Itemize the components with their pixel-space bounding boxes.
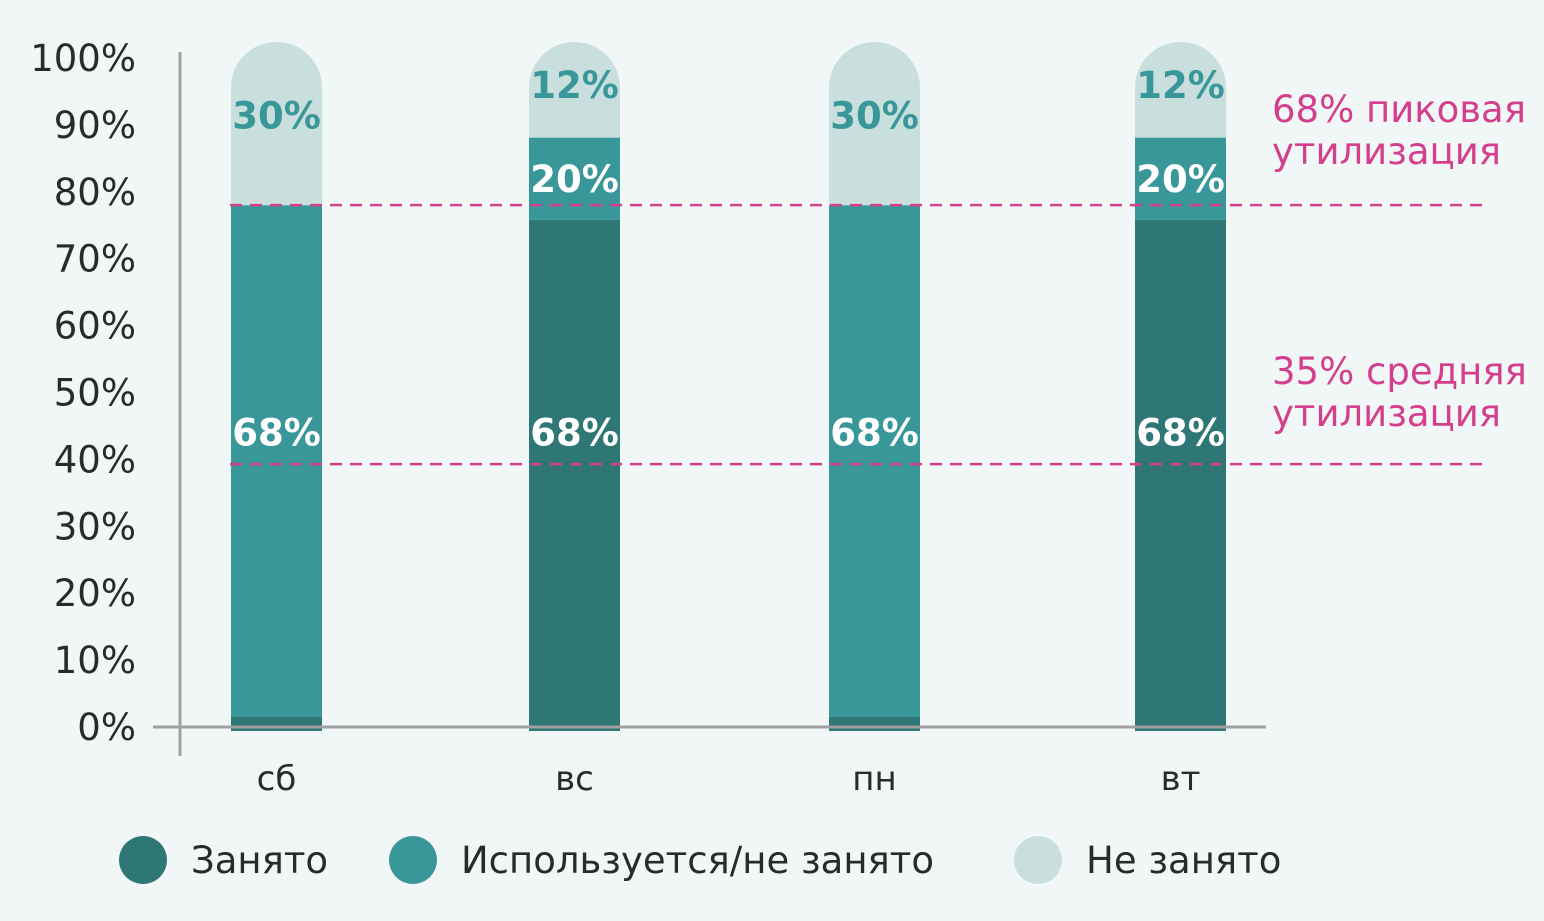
- bar-data-label: 12%: [530, 64, 619, 107]
- bar-segment: [829, 716, 920, 731]
- legend-label: Занято: [191, 839, 328, 882]
- y-tick-label: 0%: [77, 706, 136, 749]
- y-tick-label: 80%: [54, 171, 136, 214]
- x-tick-label: вс: [555, 759, 594, 799]
- bar-data-label: 20%: [1136, 158, 1225, 201]
- legend-label: Используется/не занято: [461, 839, 934, 882]
- bar-segment: [529, 219, 620, 731]
- bar-data-label: 12%: [1136, 64, 1225, 107]
- bar-segment: [1135, 219, 1226, 731]
- reference-label: 35% средняя: [1272, 350, 1527, 393]
- bar-data-label: 68%: [232, 412, 321, 455]
- legend-item: Занято: [119, 836, 328, 884]
- y-tick-label: 50%: [54, 372, 136, 415]
- legend-item: Используется/не занято: [389, 836, 934, 884]
- legend-swatch: [389, 836, 437, 884]
- y-tick-label: 20%: [54, 572, 136, 615]
- bar-segment: [231, 41, 322, 206]
- y-tick-label: 70%: [54, 238, 136, 281]
- bar-вс: 68% 20% 12%: [529, 41, 620, 731]
- y-tick-label: 60%: [54, 305, 136, 348]
- x-tick-label: вт: [1161, 759, 1201, 799]
- y-tick-label: 40%: [54, 438, 136, 481]
- bar-data-label: 30%: [232, 94, 321, 137]
- bar-data-label: 68%: [830, 412, 919, 455]
- bar-вт: 68% 20% 12%: [1135, 41, 1226, 731]
- legend-item: Не занято: [1014, 836, 1281, 884]
- bar-segment: [829, 205, 920, 717]
- legend-label: Не занято: [1086, 839, 1281, 882]
- reference-label: утилизация: [1272, 130, 1501, 173]
- bar-data-label: 68%: [530, 412, 619, 455]
- bar-segment: [829, 41, 920, 206]
- reference-label: утилизация: [1272, 392, 1501, 435]
- bar-пн: 68% 30%: [829, 41, 920, 731]
- bar-data-label: 68%: [1136, 412, 1225, 455]
- y-tick-label: 10%: [54, 639, 136, 682]
- y-tick-label: 30%: [54, 505, 136, 548]
- bar-data-label: 20%: [530, 158, 619, 201]
- reference-label: 68% пиковая: [1272, 88, 1526, 131]
- bar-сб: 68% 30%: [231, 41, 322, 731]
- bar-data-label: 30%: [830, 94, 919, 137]
- bar-segment: [231, 205, 322, 717]
- legend-swatch: [119, 836, 167, 884]
- x-tick-label: пн: [852, 759, 896, 799]
- y-tick-label: 90%: [54, 104, 136, 147]
- bar-segment: [231, 716, 322, 731]
- bar-segment: [529, 41, 620, 138]
- bar-segment: [1135, 41, 1226, 138]
- legend-swatch: [1014, 836, 1062, 884]
- y-tick-label: 100%: [30, 37, 136, 80]
- x-tick-label: сб: [257, 759, 297, 799]
